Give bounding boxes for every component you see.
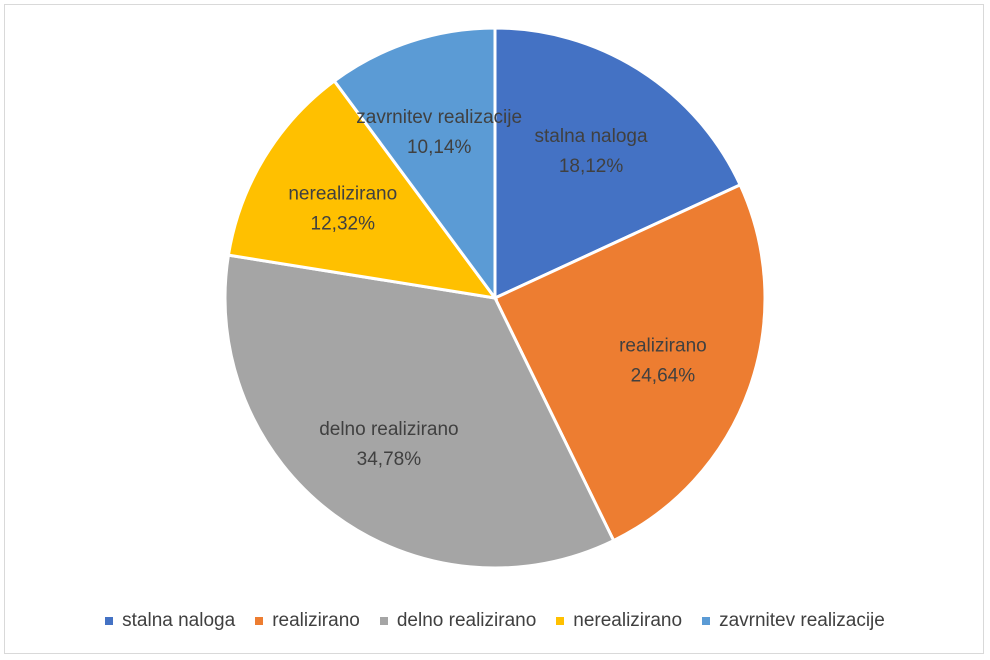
data-label-3: delno realizirano 34,78% <box>319 419 458 470</box>
legend-label: zavrnitev realizacije <box>719 610 885 631</box>
legend-swatch <box>379 617 388 625</box>
legend-label: delno realizirano <box>396 610 537 631</box>
legend-label: realizirano <box>272 610 360 631</box>
legend-item-1: stalna naloga <box>105 610 235 632</box>
legend-label: stalna naloga <box>122 610 236 631</box>
pie-slice-3 <box>223 253 616 570</box>
data-label-value: 18,12% <box>559 156 624 177</box>
legend-swatch <box>556 617 565 625</box>
legend: stalna naloga realizirano delno realiziran… <box>0 606 990 636</box>
data-label-2: realizirano 24,64% <box>619 336 707 387</box>
legend-swatch <box>255 617 264 625</box>
pie-slice-5 <box>332 26 497 303</box>
data-label-category: nerealizirano <box>288 183 397 204</box>
data-label-1: stalna naloga 18,12% <box>535 126 648 177</box>
legend-item-5: zavrnitev realizacije <box>702 610 885 632</box>
data-labels: stalna naloga 18,12% realizirano 24,64% deln… <box>288 107 706 470</box>
legend-swatch <box>105 617 114 625</box>
data-label-value: 12,32% <box>311 213 376 234</box>
data-label-value: 34,78% <box>357 449 422 470</box>
legend-item-4: nerealizirano <box>556 610 682 632</box>
pie-slice-2 <box>492 182 767 543</box>
data-label-5: zavrnitev realizacije 10,14% <box>356 107 522 158</box>
legend-swatch <box>702 617 711 625</box>
data-label-category: realizirano <box>619 336 707 357</box>
data-label-category: zavrnitev realizacije <box>356 107 522 128</box>
pie-slice-1 <box>493 26 743 301</box>
legend-item-2: realizirano <box>255 610 360 632</box>
pie-slice-4 <box>226 78 499 301</box>
pie-slices <box>223 26 767 570</box>
data-label-value: 10,14% <box>407 137 472 158</box>
data-label-4: nerealizirano 12,32% <box>288 183 397 234</box>
legend-item-3: delno realizirano <box>379 610 537 632</box>
data-label-category: stalna naloga <box>535 126 648 147</box>
legend-label: nerealizirano <box>573 610 683 631</box>
data-label-category: delno realizirano <box>319 419 458 440</box>
data-label-value: 24,64% <box>631 366 696 387</box>
